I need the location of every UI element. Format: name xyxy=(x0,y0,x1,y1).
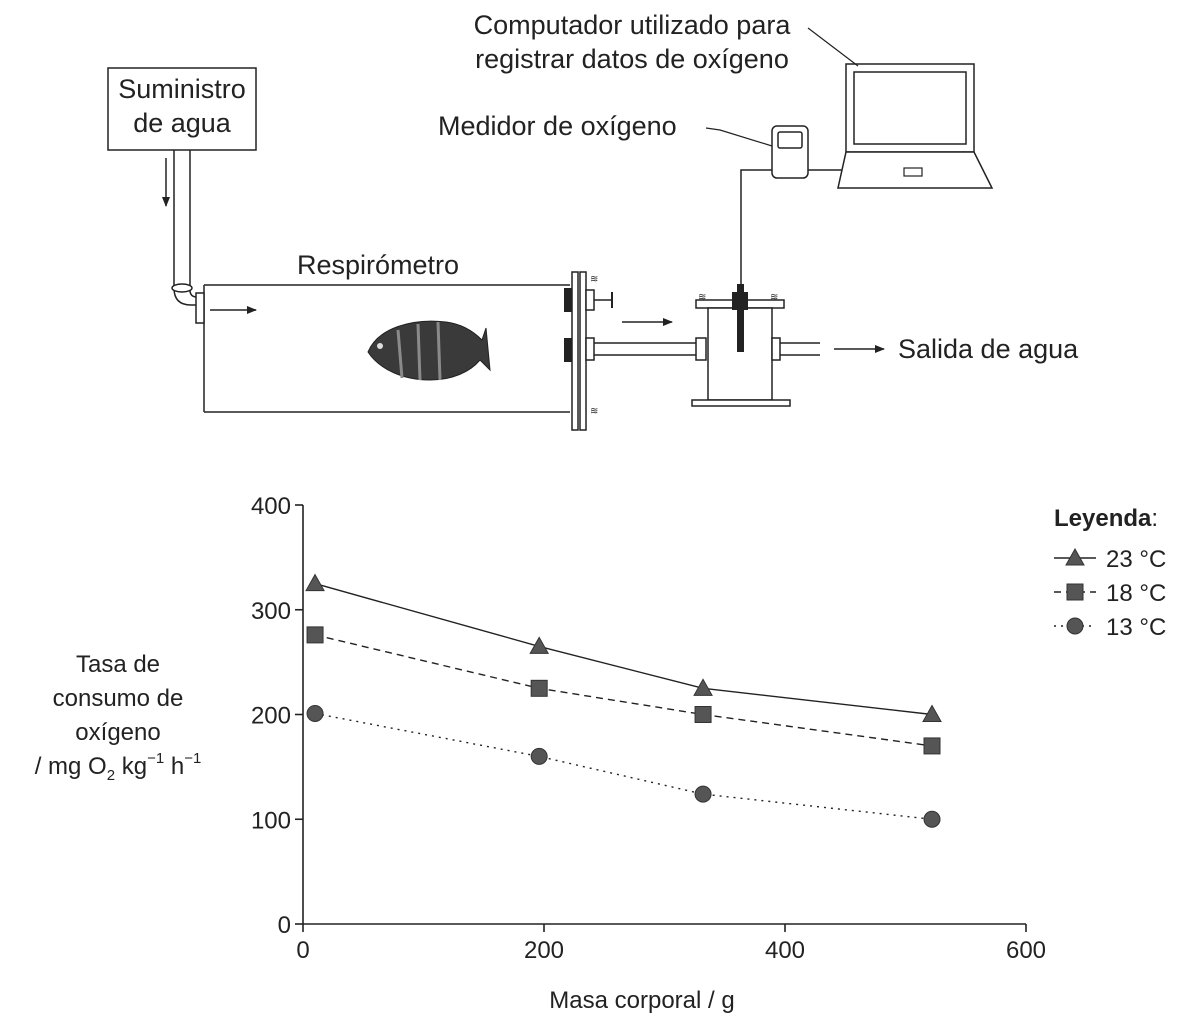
legend-marker-triangle xyxy=(1065,547,1085,566)
data-point-square xyxy=(694,706,712,723)
x-tick-label: 600 xyxy=(1006,937,1046,964)
oxygen-meter-screen xyxy=(777,131,803,149)
chart: 0 100 200 300 400 0 200 400 600 Masa corporal / … xyxy=(35,493,1167,1014)
y-tick-label: 100 xyxy=(251,807,291,834)
meter-cables xyxy=(740,169,846,284)
y-tick-label: 200 xyxy=(251,703,291,730)
x-tick-label: 0 xyxy=(296,937,309,964)
respirometer-label: Respirómetro xyxy=(297,250,459,280)
respirometer: Respirómetro ≋ ≋ xyxy=(195,250,613,431)
x-tick-label: 400 xyxy=(765,937,805,964)
connecting-pipe xyxy=(585,318,707,361)
data-point-circle xyxy=(694,785,712,803)
legend-label: 18 °C xyxy=(1106,580,1166,607)
end-plate-1 xyxy=(571,271,579,431)
legend-title: Leyenda: xyxy=(1054,505,1158,532)
x-tick-label: 200 xyxy=(524,937,564,964)
water-outlet-label: Salida de agua xyxy=(898,334,1079,364)
chart-axes: 0 100 200 300 400 0 200 400 600 xyxy=(251,493,1046,964)
fish-icon xyxy=(367,320,491,381)
data-point-triangle xyxy=(922,704,942,722)
outlet-pipe xyxy=(780,342,820,356)
y-tick-label: 0 xyxy=(278,912,291,939)
data-point-triangle xyxy=(529,636,550,654)
clip-bottom: ≋ xyxy=(590,406,598,417)
y-axis-units: / mg O2 kg−1 h−1 xyxy=(35,750,202,784)
data-point-circle xyxy=(530,747,548,765)
supply-pipe xyxy=(173,150,199,306)
x-axis-label: Masa corporal / g xyxy=(549,987,734,1014)
legend-marker-circle xyxy=(1066,617,1084,635)
laptop-trackpad xyxy=(903,167,923,177)
svg-text:≋: ≋ xyxy=(698,292,706,303)
legend-label: 23 °C xyxy=(1106,546,1166,573)
data-point-square xyxy=(530,679,548,697)
y-axis-label-line1: Tasa de xyxy=(76,651,160,678)
inlet-fitting xyxy=(195,292,205,324)
valve-body xyxy=(585,289,595,311)
computer-label-line1: Computador utilizado para xyxy=(474,10,792,40)
water-supply-label-line1: Suministro xyxy=(118,74,246,104)
legend-label: 13 °C xyxy=(1106,614,1166,641)
computer-label-line2: registrar datos de oxígeno xyxy=(475,44,789,74)
data-point-circle xyxy=(923,810,941,828)
series-lines xyxy=(314,582,933,820)
pipe-clamp xyxy=(171,283,193,293)
oxygen-meter-leader xyxy=(705,127,773,147)
y-tick-label: 400 xyxy=(251,493,291,520)
legend-marker-square xyxy=(1066,583,1084,601)
clip-top: ≋ xyxy=(590,274,598,285)
computer-leader xyxy=(807,27,859,67)
data-point-triangle xyxy=(693,678,713,696)
oxygen-meter: Medidor de oxígeno xyxy=(438,111,846,284)
data-point-square xyxy=(306,626,324,644)
data-point-circle xyxy=(306,704,324,722)
gasket-bottom xyxy=(564,338,572,362)
water-supply: Suministro de agua xyxy=(107,67,257,306)
data-point-triangle xyxy=(305,573,325,592)
y-axis-label-line3: oxígeno xyxy=(75,719,160,746)
series-markers xyxy=(305,573,942,828)
probe-cap xyxy=(732,292,748,310)
y-tick-label: 300 xyxy=(251,598,291,625)
vessel-base xyxy=(691,399,791,407)
gasket-top xyxy=(564,288,572,312)
series-line-triangle xyxy=(314,582,933,716)
outlet-fitting xyxy=(585,337,595,361)
end-plate-2 xyxy=(579,271,587,431)
y-axis-label-line2: consumo de xyxy=(53,685,184,712)
oxygen-probe xyxy=(737,310,744,352)
oxygen-meter-label: Medidor de oxígeno xyxy=(438,111,677,141)
series-line-square xyxy=(314,634,933,747)
water-supply-box xyxy=(107,67,257,151)
svg-text:≋: ≋ xyxy=(770,292,778,303)
legend: Leyenda: 23 °C 18 °C 13 °C xyxy=(1054,505,1166,641)
oxygen-vessel: ≋ ≋ Salida de agua xyxy=(691,284,1079,407)
data-point-square xyxy=(923,737,941,755)
series-line-circle xyxy=(314,712,933,820)
apparatus-diagram: Suministro de agua Respirómetro ≋ ≋ xyxy=(107,10,1079,431)
water-supply-label-line2: de agua xyxy=(133,108,232,138)
laptop: Computador utilizado para registrar dato… xyxy=(474,10,994,189)
